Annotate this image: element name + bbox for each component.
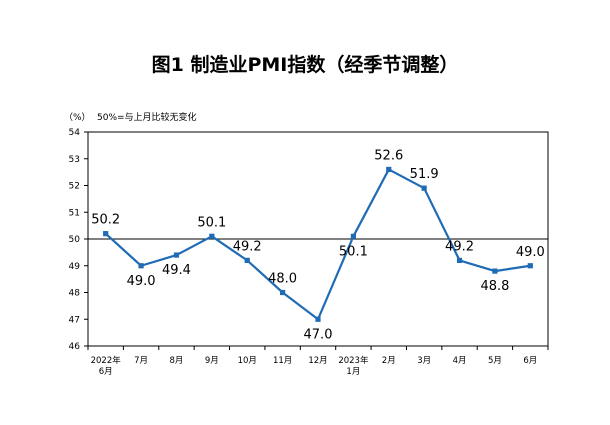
data-label: 49.4 (162, 263, 191, 278)
y-tick-label: 52 (69, 182, 80, 192)
data-point-marker (103, 231, 109, 237)
y-tick-label: 51 (69, 208, 80, 218)
x-tick-label: 4月 (453, 356, 467, 366)
data-point-marker (350, 233, 356, 239)
data-label: 48.0 (268, 272, 297, 287)
x-tick-label: 1月 (346, 367, 360, 377)
y-tick-label: 47 (69, 315, 80, 325)
data-point-marker (173, 252, 180, 258)
x-tick-label: 3月 (417, 356, 431, 366)
chart-note: 50%=与上月比较无变化 (97, 111, 197, 123)
x-tick-label: 2022年 (91, 355, 122, 366)
data-point-marker (138, 263, 144, 269)
y-tick-label: 50 (69, 235, 81, 245)
data-label: 48.8 (480, 279, 509, 294)
data-point-marker (315, 316, 321, 322)
x-tick-label: 7月 (134, 356, 148, 366)
y-tick-label: 53 (69, 155, 80, 165)
data-point-marker (492, 268, 498, 274)
data-label: 50.1 (197, 215, 226, 230)
x-tick-label: 9月 (205, 356, 219, 366)
x-tick-label: 5月 (488, 356, 502, 366)
x-tick-label: 11月 (273, 356, 292, 366)
x-tick-label: 6月 (523, 356, 537, 366)
data-point-marker (386, 166, 392, 173)
y-tick-label: 46 (69, 342, 81, 352)
data-label: 49.2 (445, 239, 474, 254)
data-label: 52.6 (374, 148, 403, 163)
x-tick-label: 12月 (308, 356, 327, 366)
x-tick-label: 2月 (382, 356, 396, 366)
data-label: 47.0 (304, 327, 333, 342)
data-label: 49.0 (516, 245, 545, 260)
chart-title: 图1 制造业PMI指数（经季节调整） (152, 53, 459, 76)
data-point-marker (527, 263, 533, 269)
data-label: 49.2 (233, 239, 262, 254)
data-point-marker (244, 257, 250, 263)
data-label: 50.2 (91, 213, 120, 228)
y-tick-label: 49 (69, 262, 81, 272)
data-point-marker (421, 185, 427, 191)
data-label: 51.9 (410, 167, 439, 182)
data-point-marker (209, 233, 215, 239)
data-point-marker (456, 257, 463, 263)
x-tick-label: 8月 (170, 356, 184, 366)
x-tick-label: 6月 (99, 367, 113, 377)
x-tick-label: 2023年 (338, 355, 369, 366)
data-point-marker (280, 289, 286, 296)
data-label: 50.1 (339, 244, 368, 259)
y-tick-label: 54 (69, 128, 81, 138)
y-tick-label: 48 (69, 289, 81, 299)
data-label: 49.0 (127, 274, 156, 289)
x-tick-label: 10月 (238, 356, 257, 366)
y-axis-unit: （%） (64, 112, 91, 123)
